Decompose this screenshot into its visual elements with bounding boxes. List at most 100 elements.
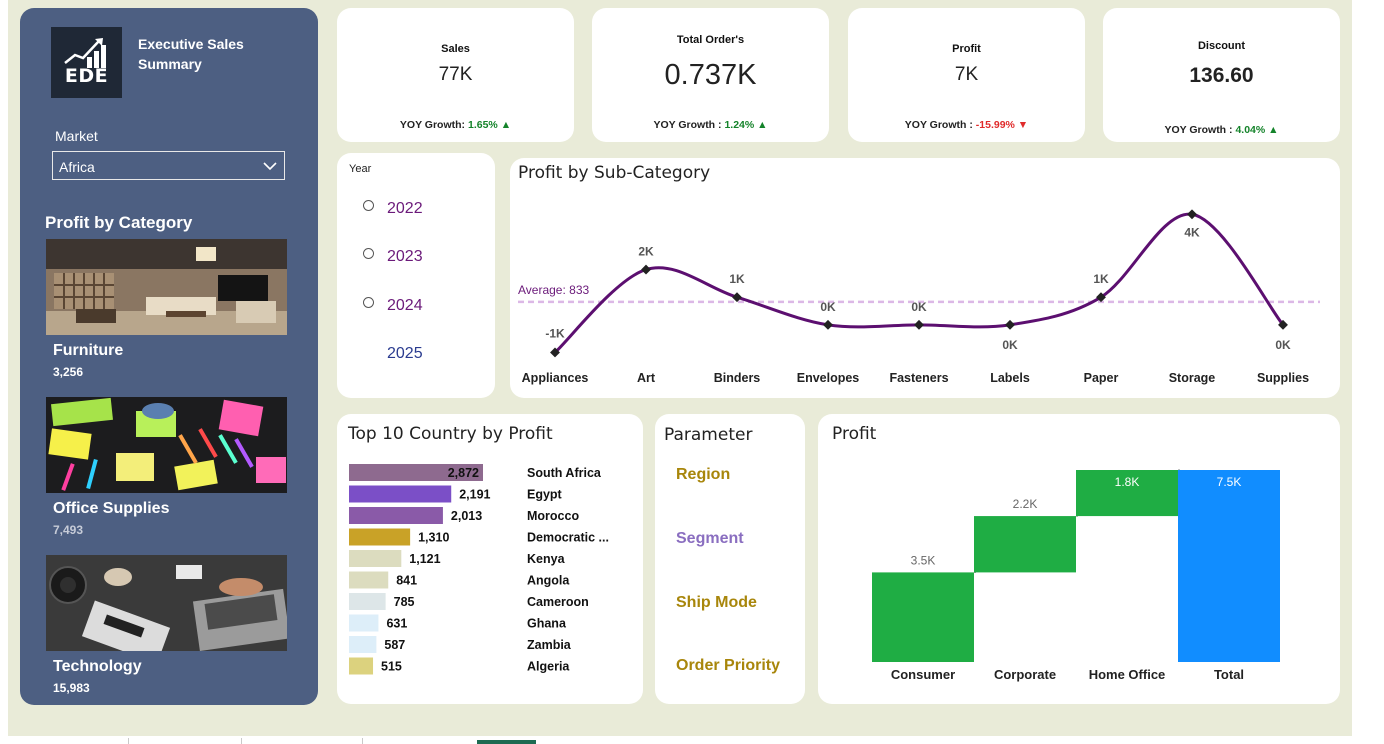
- top-country-card: Top 10 Country by Profit 2,872 South Afri…: [337, 414, 643, 704]
- waterfall-bar: [1178, 470, 1280, 662]
- waterfall-data-label: 3.5K: [911, 553, 936, 567]
- bar-value-label: 2,191: [459, 488, 490, 502]
- data-point-marker: [1096, 292, 1106, 303]
- market-dropdown[interactable]: Africa: [52, 151, 285, 180]
- category-name-furniture: Furniture: [53, 342, 124, 359]
- waterfall-bar: [872, 572, 974, 662]
- x-tick-label: Binders: [714, 371, 761, 385]
- bar: [349, 614, 379, 632]
- furniture-image: [46, 239, 287, 335]
- year-option-label: 2022: [387, 200, 423, 217]
- category-value-technology: 15,983: [53, 681, 90, 695]
- kpi-growth-value: -15.99%: [975, 119, 1015, 131]
- logo: EDE: [51, 27, 122, 98]
- chart-title: Profit by Sub-Category: [518, 163, 711, 183]
- parameter-item-segment[interactable]: Segment: [676, 530, 744, 547]
- data-point-marker: [1187, 209, 1197, 220]
- kpi-growth-label: YOY Growth :: [904, 119, 973, 131]
- app-title: Executive Sales Summary: [138, 36, 244, 72]
- radio-button[interactable]: [363, 297, 374, 308]
- triangle-up-icon: ▲: [1268, 124, 1279, 136]
- tab-divider: [362, 738, 363, 744]
- kpi-label: Total Order's: [676, 34, 745, 46]
- bar-category-label: Ghana: [527, 617, 567, 631]
- bar-category-label: Angola: [527, 574, 570, 588]
- data-label: 0K: [820, 300, 836, 314]
- kpi-value: 7K: [954, 64, 979, 85]
- radio-button[interactable]: [363, 248, 374, 259]
- data-label: 0K: [911, 300, 927, 314]
- x-tick-label: Paper: [1084, 371, 1119, 385]
- x-tick-label: Labels: [990, 371, 1030, 385]
- kpi-growth-label: YOY Growth :: [1164, 124, 1233, 136]
- kpi-growth: YOY Growth : 4.04% ▲: [1103, 124, 1340, 136]
- category-value-furniture: 3,256: [53, 365, 84, 379]
- page-tab-bar: [0, 736, 1384, 744]
- bar-value-label: 785: [394, 595, 415, 609]
- technology-image: [46, 555, 287, 651]
- bar: [349, 593, 386, 610]
- kpi-growth-value: 1.24%: [724, 119, 755, 131]
- right-gutter: [1352, 0, 1384, 736]
- data-point-marker: [914, 319, 924, 330]
- x-tick-label: Corporate: [994, 667, 1056, 682]
- profit-by-category-title: Profit by Category: [45, 213, 193, 232]
- parameter-card: Parameter Region Segment Ship Mode Order…: [655, 414, 805, 704]
- data-point-marker: [1005, 319, 1015, 330]
- data-point-marker: [823, 319, 833, 330]
- parameter-item-region[interactable]: Region: [676, 466, 731, 483]
- bar-category-label: Algeria: [527, 660, 570, 674]
- profit-line-series: [553, 212, 1285, 354]
- x-tick-label: Art: [637, 371, 656, 385]
- kpi-value: 0.737K: [664, 59, 757, 91]
- bar-category-label: Cameroon: [527, 595, 589, 609]
- bar-value-label: 2,872: [448, 466, 479, 480]
- data-label: 1K: [1093, 272, 1109, 286]
- waterfall-data-label: 2.2K: [1013, 497, 1038, 511]
- bar-value-label: 1,310: [418, 531, 449, 545]
- bar: [349, 571, 389, 589]
- triangle-up-icon: ▲: [757, 119, 768, 131]
- data-label: 4K: [1184, 225, 1200, 239]
- chevron-down-icon: [263, 162, 277, 171]
- bar-category-label: Egypt: [527, 488, 563, 502]
- x-tick-label: Total: [1214, 667, 1244, 682]
- bar-category-label: Democratic ...: [527, 531, 609, 545]
- waterfall-bar: [974, 516, 1076, 573]
- bar: [349, 485, 452, 503]
- office-supplies-image: [46, 397, 287, 493]
- active-tab-indicator[interactable]: [477, 740, 536, 744]
- kpi-growth-label: YOY Growth:: [399, 119, 466, 131]
- parameter-title: Parameter: [664, 425, 753, 445]
- bar-category-label: Zambia: [527, 638, 572, 652]
- line-chart: Average: 833 -1K Appliances 2K Art 1K Binders 0…: [518, 209, 1320, 385]
- bar: [349, 636, 377, 653]
- parameter-item-ship-mode[interactable]: Ship Mode: [676, 594, 757, 611]
- category-value-office-supplies: 7,493: [53, 523, 84, 537]
- kpi-growth-value: 4.04%: [1235, 124, 1266, 136]
- kpi-value: 136.60: [1189, 64, 1254, 87]
- bar-chart: 2,872 South Africa 2,191 Egypt 2,013 Morocco 1…: [349, 464, 609, 675]
- growth-chart-icon: [64, 38, 106, 68]
- data-label: 0K: [1275, 338, 1291, 352]
- radio-button[interactable]: [363, 200, 374, 211]
- bar-category-label: Morocco: [527, 509, 579, 523]
- year-slicer-title: Year: [349, 163, 372, 175]
- kpi-value: 77K: [438, 64, 473, 85]
- x-tick-label: Envelopes: [797, 371, 860, 385]
- bar: [349, 550, 402, 567]
- tab-divider: [241, 738, 242, 744]
- parameter-item-order-priority[interactable]: Order Priority: [676, 657, 781, 674]
- bar-value-label: 587: [384, 638, 405, 652]
- kpi-card-sales: Sales 77K YOY Growth: 1.65% ▲: [337, 8, 574, 142]
- year-option-label: 2025: [387, 345, 423, 362]
- tab-divider: [128, 738, 129, 744]
- chart-title: Top 10 Country by Profit: [348, 424, 553, 444]
- kpi-growth: YOY Growth: 1.65% ▲: [337, 119, 574, 131]
- market-selected-value: Africa: [59, 159, 95, 175]
- bar: [349, 528, 411, 546]
- x-tick-label: Supplies: [1257, 371, 1309, 385]
- kpi-growth-label: YOY Growth :: [653, 119, 722, 131]
- market-label: Market: [55, 128, 98, 144]
- x-tick-label: Home Office: [1089, 667, 1166, 682]
